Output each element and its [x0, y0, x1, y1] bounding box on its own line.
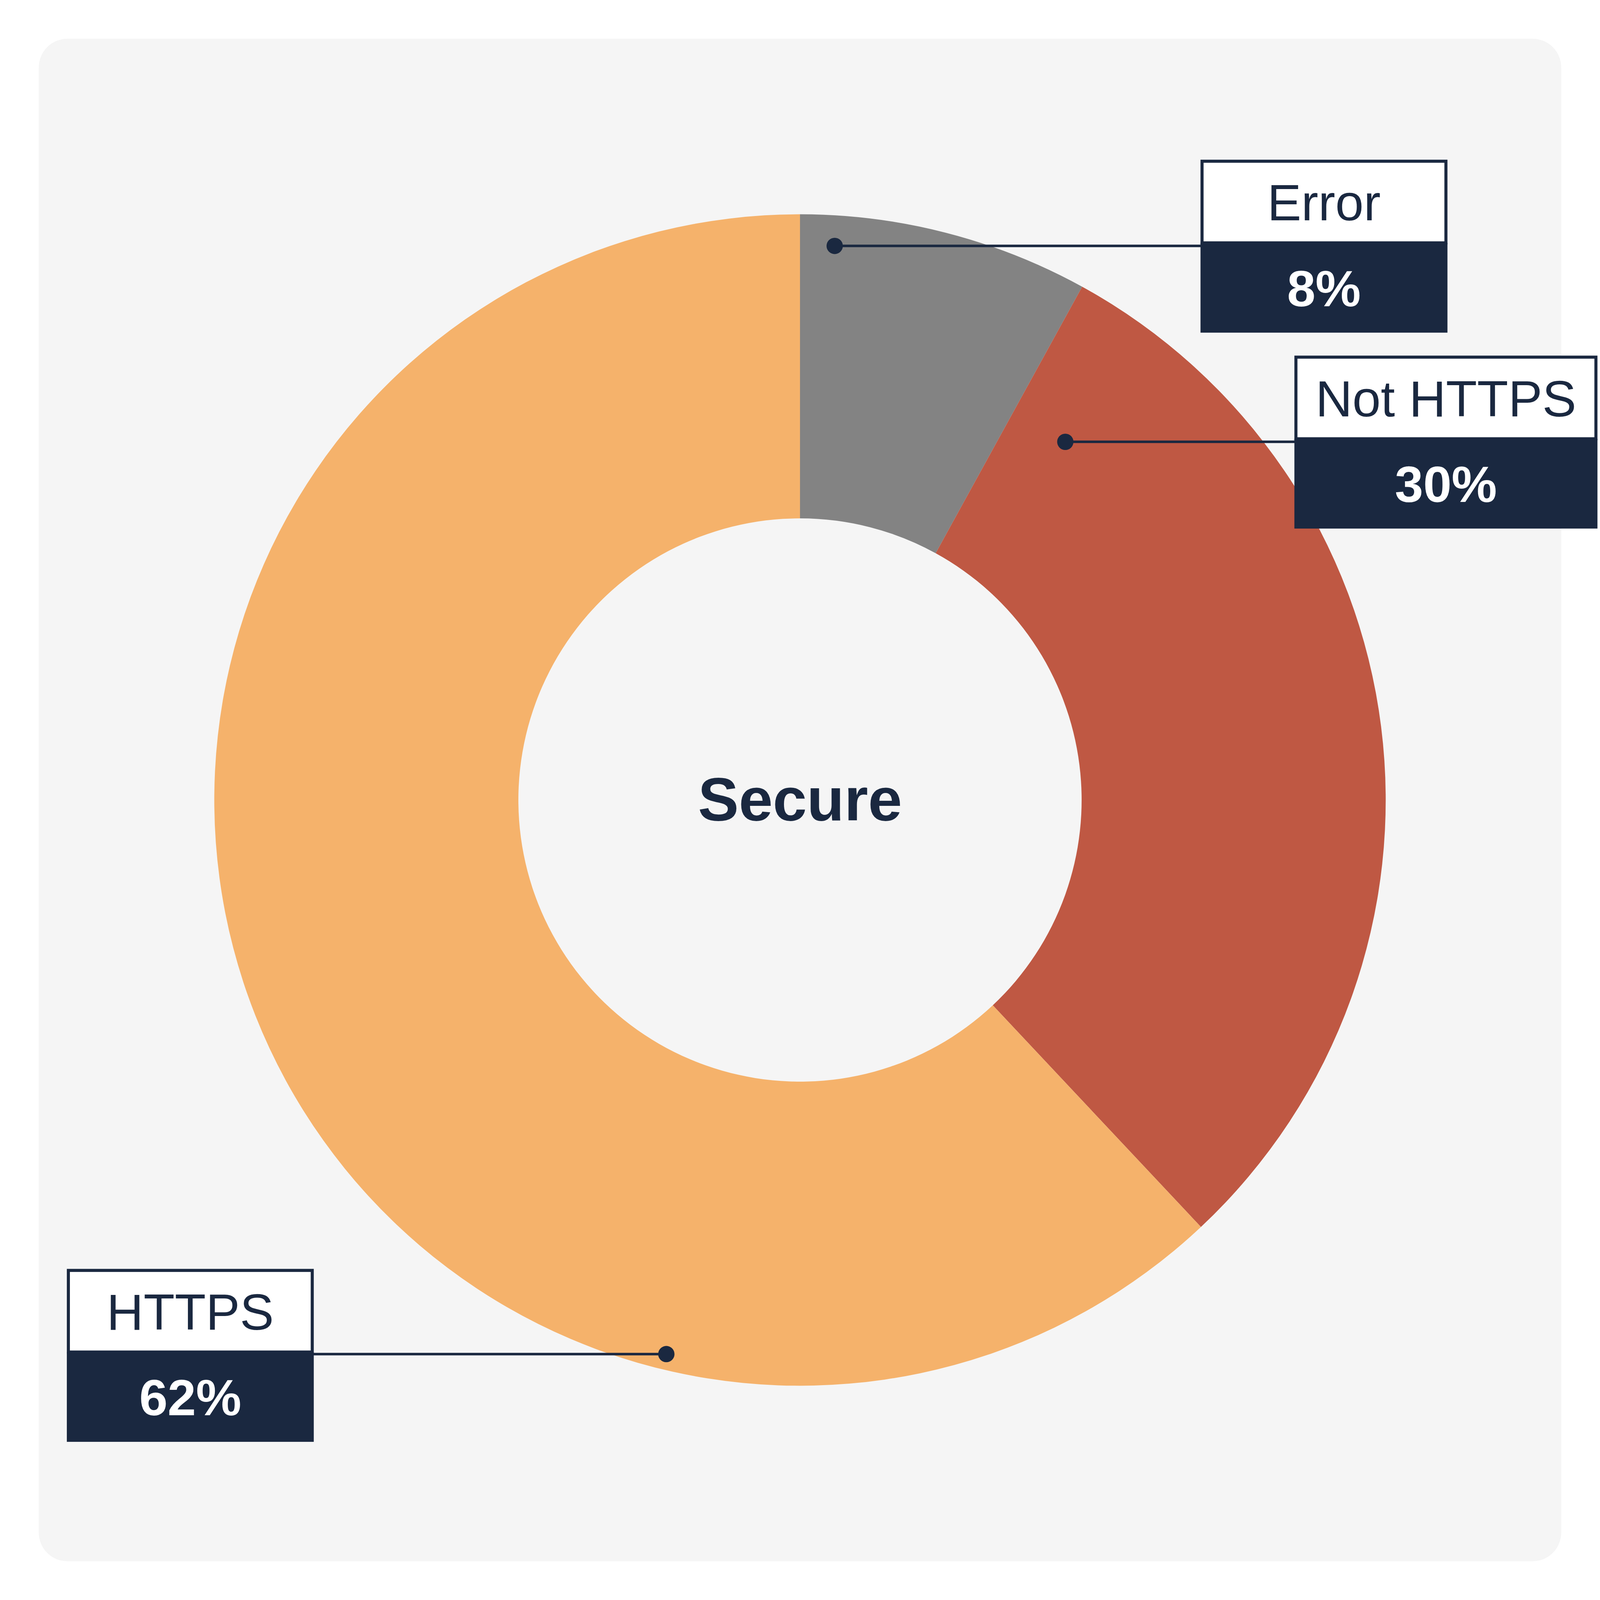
- category-label: Error: [1267, 174, 1381, 232]
- leader-dot: [1057, 433, 1074, 450]
- center-title: Secure: [698, 764, 903, 834]
- donut-slice: [214, 214, 1202, 1386]
- label-box-bottom: [1200, 242, 1448, 333]
- leader-line: [312, 1352, 667, 1356]
- slice-label: Not HTTPS 30%: [1057, 357, 1598, 529]
- category-label: Not HTTPS: [1315, 370, 1577, 428]
- slice-label: HTTPS 62%: [66, 1270, 675, 1442]
- label-box-top: [68, 1270, 313, 1352]
- label-box-bottom: [66, 1351, 314, 1442]
- leader-line: [834, 244, 1202, 248]
- leader-line: [1065, 440, 1296, 444]
- panel: [38, 38, 1561, 1561]
- value-label: 30%: [1394, 455, 1497, 513]
- page-background: [0, 0, 1600, 1600]
- label-box-top: [1201, 161, 1446, 243]
- leader-dot: [826, 237, 843, 255]
- value-label: 8%: [1287, 260, 1361, 318]
- slices: [214, 214, 1386, 1386]
- chart: Secure Error 8% Not HTTPS 30% HTTPS 62%: [0, 0, 1600, 1600]
- leader-dot: [658, 1346, 675, 1363]
- value-label: 62%: [139, 1369, 242, 1427]
- label-box-bottom: [1294, 438, 1598, 529]
- label-box-top: [1296, 357, 1597, 439]
- category-label: HTTPS: [106, 1283, 274, 1341]
- slice-label: Error 8%: [826, 161, 1448, 333]
- chart-root: Secure Error 8% Not HTTPS 30% HTTPS 62%: [0, 0, 1600, 1600]
